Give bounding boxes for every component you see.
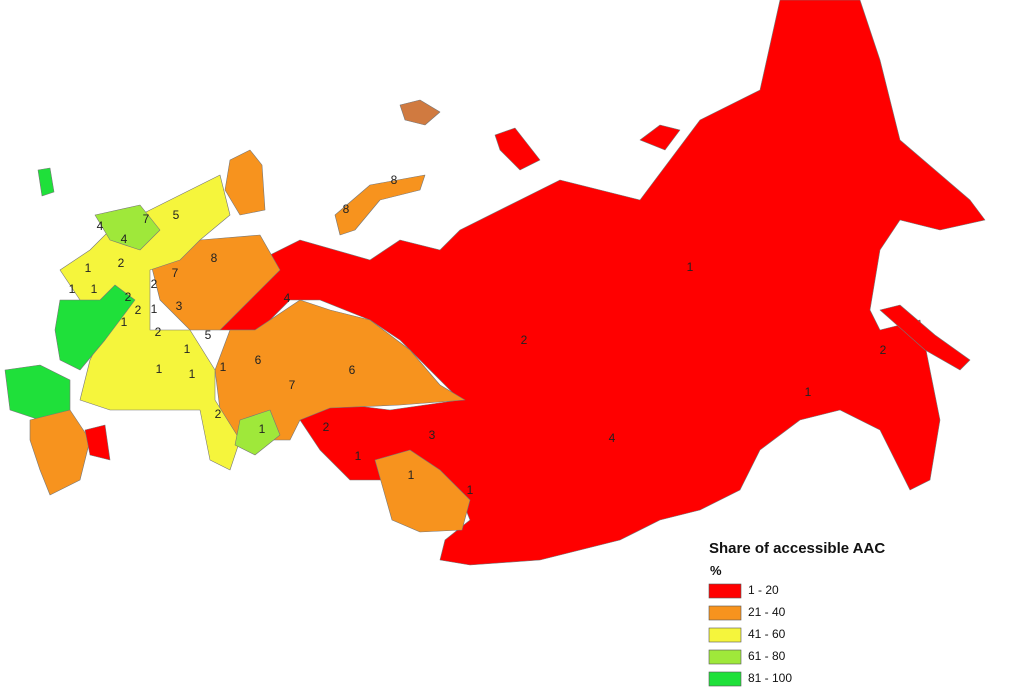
region-label: 4 [609,431,616,445]
legend-label: 41 - 60 [748,627,786,641]
region-label: 1 [467,483,474,497]
region-arctic-island [639,124,681,151]
region-label: 3 [429,428,436,442]
legend-swatch [708,583,742,599]
region-label: 6 [349,363,356,377]
region-label: 2 [151,277,158,291]
region-label: 1 [69,282,76,296]
region-islands [399,99,441,126]
legend-swatch [708,649,742,665]
region-label: 5 [173,208,180,222]
region-label: 1 [85,261,92,275]
region-label: 2 [323,420,330,434]
region-label: 2 [880,343,887,357]
region-caucasus [29,409,91,496]
region-label: 1 [189,367,196,381]
region-novaya-zemlya [334,174,426,236]
region-label: 5 [205,328,212,342]
region-volga [94,204,161,251]
region-label: 2 [521,333,528,347]
region-caucasus-east [84,424,111,461]
legend-unit: % [710,563,722,578]
region-label: 1 [687,260,694,274]
region-label: 2 [215,407,222,421]
region-label: 2 [155,325,162,339]
legend-items: 1 - 20 21 - 40 41 - 60 61 - 80 81 - 100 [708,583,792,687]
region-east [219,0,986,566]
region-west [54,284,136,371]
regions [4,0,986,566]
region-label: 4 [97,219,104,233]
region-label: 1 [121,315,128,329]
region-label: 4 [121,232,128,246]
region-label: 1 [259,422,266,436]
region-label: 6 [255,353,262,367]
region-label: 8 [211,251,218,265]
region-label: 7 [143,212,150,226]
region-kamchatka [879,304,971,371]
legend-label: 21 - 40 [748,605,786,619]
region-label: 8 [343,202,350,216]
region-southeast [234,409,281,456]
region-label: 1 [156,362,163,376]
region-label: 7 [172,266,179,280]
region-label: 1 [184,342,191,356]
legend-title: Share of accessible AAC [709,540,885,557]
legend-label: 1 - 20 [748,583,779,597]
region-label: 4 [284,291,291,305]
region-label: 1 [91,282,98,296]
region-label: 1 [355,449,362,463]
region-label: 2 [135,303,142,317]
region-label: 2 [125,290,132,304]
region-kaliningrad [37,167,55,197]
legend-swatch [708,627,742,643]
region-label: 1 [220,360,227,374]
legend-swatch [708,605,742,621]
region-label: 1 [805,385,812,399]
legend-swatch [708,671,742,687]
legend: Share of accessible AAC % 1 - 20 21 - 40 4… [708,540,885,687]
legend-label: 61 - 80 [748,649,786,663]
region-kola [224,149,266,216]
region-center [59,174,241,471]
region-southwest [4,364,71,421]
legend-label: 81 - 100 [748,671,792,685]
region-south-urals [374,449,471,533]
region-label: 1 [408,468,415,482]
region-label: 2 [118,256,125,270]
region-label: 7 [289,378,296,392]
region-arctic-island [494,127,541,171]
region-label: 8 [391,173,398,187]
region-label: 3 [176,299,183,313]
region-label: 1 [151,302,158,316]
